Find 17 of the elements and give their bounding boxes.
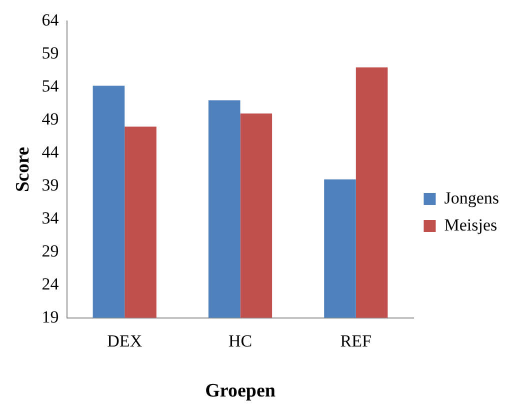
y-tick-label: 34	[42, 208, 60, 228]
legend-label: Meisjes	[444, 215, 498, 234]
x-tick-label: HC	[228, 331, 252, 350]
y-tick-label: 29	[42, 241, 59, 260]
x-axis-title: Groepen	[205, 380, 276, 402]
y-tick-label: 59	[42, 44, 59, 63]
y-tick-label: 44	[42, 142, 60, 162]
y-tick-label: 64	[42, 10, 60, 30]
legend-label: Jongens	[444, 188, 500, 208]
x-tick-label: REF	[340, 331, 372, 350]
y-tick-label: 19	[42, 307, 59, 326]
y-tick-label: 49	[42, 110, 59, 129]
y-axis-title: Score	[12, 146, 34, 192]
y-tick-label: 39	[42, 175, 59, 194]
y-tick-label: 54	[42, 76, 60, 96]
x-tick-label: DEX	[107, 331, 142, 350]
y-tick-label: 24	[42, 274, 60, 294]
